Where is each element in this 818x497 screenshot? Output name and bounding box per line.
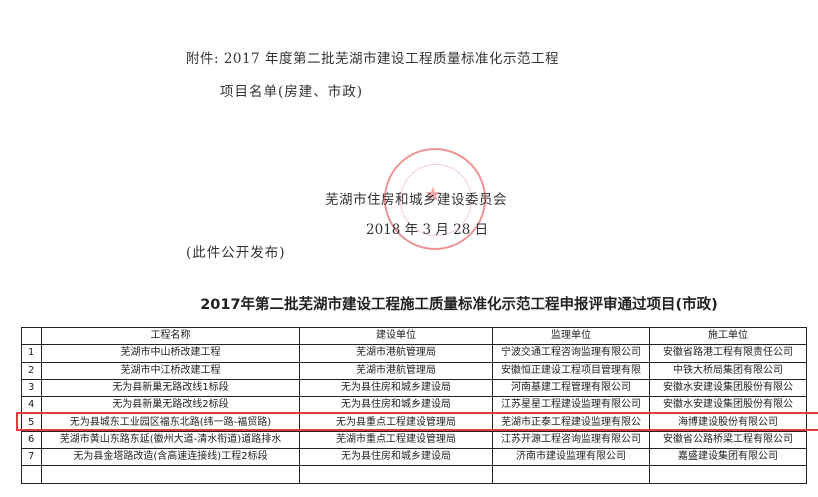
client-unit-cell: 芜湖市港航管理局 xyxy=(299,361,493,380)
supervisor-unit-cell: 芜湖市正泰工程建设监理有限公 xyxy=(492,413,650,432)
project-name-cell: 无为县新巢无路改线1标段 xyxy=(41,378,300,398)
contractor-unit-cell: 安徽水安建设集团股份有限公 xyxy=(649,378,807,398)
row-index-cell: 5 xyxy=(21,413,42,432)
client-unit-cell: 芜湖市港航管理局 xyxy=(299,344,493,363)
client-unit-cell xyxy=(299,465,493,484)
contractor-unit-cell: 海博建设股份有限公司 xyxy=(649,413,807,432)
contractor-unit-cell: 安徽水安建设集团股份有限公 xyxy=(649,396,807,415)
publish-note: (此件公开发布) xyxy=(186,245,286,261)
attachment-subtitle: 项目名单(房建、市政) xyxy=(220,84,364,100)
row-index-cell: 3 xyxy=(21,378,42,398)
table-row: 1 芜湖市中山桥改建工程 芜湖市港航管理局 宁波交通工程咨询监理有限公司 安徽省路港工程… xyxy=(21,344,807,363)
contractor-unit-cell xyxy=(649,465,807,484)
client-unit-cell: 无为县住房和城乡建设局 xyxy=(299,396,493,415)
official-seal: ★ xyxy=(384,148,486,250)
table-row: 2 芜湖市中江桥改建工程 芜湖市港航管理局 安徽恒正建设工程项目管理有限 中铁大桥局集团… xyxy=(21,361,807,380)
table-row: 4 无为县新巢无路改线2标段 无为县住房和城乡建设局 江苏星星工程建设监理有限公司 安徽… xyxy=(21,396,807,415)
contractor-unit-cell: 安徽省公路桥梁工程有限公司 xyxy=(649,430,807,450)
issuer-name: 芜湖市住房和城乡建设委员会 xyxy=(325,192,507,208)
table-header: 工程名称 建设单位 监理单位 施工单位 xyxy=(21,326,807,346)
contractor-unit-cell: 嘉盛建设集团有限公司 xyxy=(649,448,807,467)
table-row: 3 无为县新巢无路改线1标段 无为县住房和城乡建设局 河南基建工程管理有限公司 安徽水安… xyxy=(21,378,807,398)
column-header-row-index xyxy=(21,326,42,346)
client-unit-cell: 无为县重点工程建设管理局 xyxy=(299,413,493,432)
row-index-cell: 4 xyxy=(21,396,42,415)
row-index-cell: 6 xyxy=(21,430,42,450)
project-name-cell: 芜湖市中江桥改建工程 xyxy=(41,361,300,380)
table-title: 2017年第二批芜湖市建设工程施工质量标准化示范工程申报评审通过项目(市政) xyxy=(200,297,718,313)
supervisor-unit-cell: 江苏星星工程建设监理有限公司 xyxy=(492,396,650,415)
column-header-project-name: 工程名称 xyxy=(41,326,300,346)
project-name-cell: 无为县新巢无路改线2标段 xyxy=(41,396,300,415)
project-name-cell: 芜湖市黄山东路东延(徽州大道-清水衔道)道路排水 xyxy=(41,430,300,450)
attachment-title: 附件: 2017 年度第二批芜湖市建设工程质量标准化示范工程 xyxy=(186,51,559,67)
supervisor-unit-cell: 济南市建设监理有限公司 xyxy=(492,448,650,467)
supervisor-unit-cell xyxy=(492,465,650,484)
column-header-contractor-unit: 施工单位 xyxy=(649,326,807,346)
project-name-cell: 芜湖市中山桥改建工程 xyxy=(41,344,300,363)
row-index-cell: 7 xyxy=(21,448,42,467)
table-row: 5 无为县城东工业园区福东北路(纬一路-福贸路) 无为县重点工程建设管理局 芜湖市正泰… xyxy=(21,413,807,432)
project-table: 工程名称 建设单位 监理单位 施工单位 1 芜湖市中山桥改建工程 芜湖市港航管理局 宁波交通工… xyxy=(21,326,807,484)
project-name-cell xyxy=(41,465,300,484)
table-row: 6 芜湖市黄山东路东延(徽州大道-清水衔道)道路排水 芜湖市重点工程建设管理局 江苏开… xyxy=(21,430,807,450)
project-name-cell: 无为县金塔路改造(含高速连接线)工程2标段 xyxy=(41,448,300,467)
client-unit-cell: 无为县住房和城乡建设局 xyxy=(299,378,493,398)
table-row: 7 无为县金塔路改造(含高速连接线)工程2标段 无为县住房和城乡建设局 济南市建设监理… xyxy=(21,448,807,467)
project-name-cell: 无为县城东工业园区福东北路(纬一路-福贸路) xyxy=(41,413,300,432)
supervisor-unit-cell: 河南基建工程管理有限公司 xyxy=(492,378,650,398)
contractor-unit-cell: 安徽省路港工程有限责任公司 xyxy=(649,344,807,363)
client-unit-cell: 芜湖市重点工程建设管理局 xyxy=(299,430,493,450)
row-index-cell: 1 xyxy=(21,344,42,363)
row-index-cell: 2 xyxy=(21,361,42,380)
supervisor-unit-cell: 江苏开源工程咨询监理有限公司 xyxy=(492,430,650,450)
issue-date: 2018 年 3 月 28 日 xyxy=(366,222,489,238)
supervisor-unit-cell: 宁波交通工程咨询监理有限公司 xyxy=(492,344,650,363)
supervisor-unit-cell: 安徽恒正建设工程项目管理有限 xyxy=(492,361,650,380)
table-row xyxy=(21,465,807,484)
contractor-unit-cell: 中铁大桥局集团有限公司 xyxy=(649,361,807,380)
client-unit-cell: 无为县住房和城乡建设局 xyxy=(299,448,493,467)
row-index-cell xyxy=(21,465,42,484)
column-header-client-unit: 建设单位 xyxy=(299,326,493,346)
column-header-supervisor-unit: 监理单位 xyxy=(492,326,650,346)
